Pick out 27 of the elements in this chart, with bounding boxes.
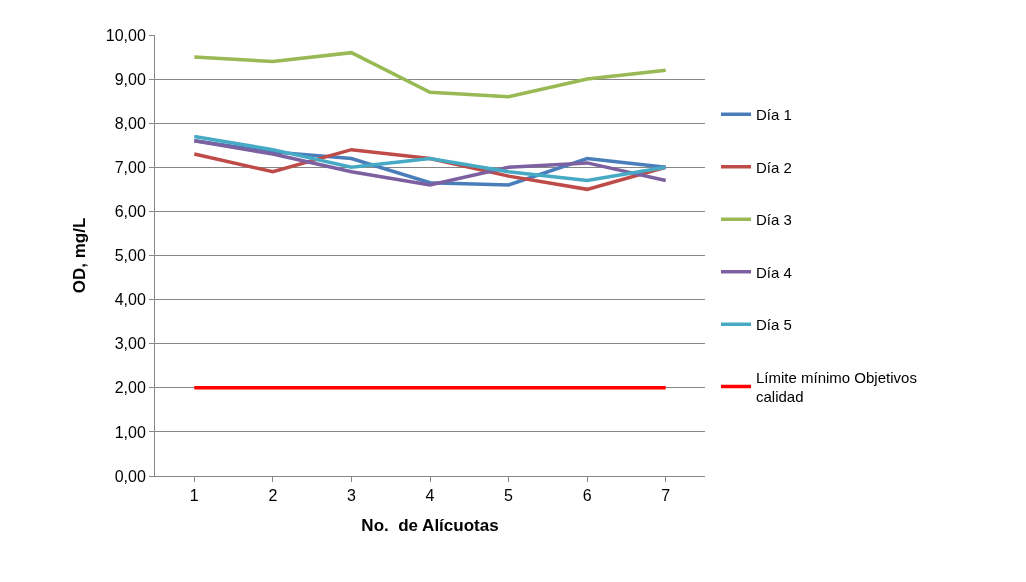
legend-label: Día 5 [756,316,792,334]
y-tick-label: 9,00 [114,70,146,88]
legend-label: Límite mínimo Objetivos calidad [756,368,917,406]
x-tick-label: 2 [268,487,278,505]
legend-label: Día 3 [756,211,792,229]
line-series [192,50,668,99]
x-tick-label: 3 [346,487,356,505]
y-tick-label: 3,00 [114,335,146,353]
y-tick-label: 0,00 [114,467,146,485]
x-tick-label: 5 [504,487,514,505]
y-tick-label: 1,00 [114,423,146,441]
y-tick-label: 6,00 [114,203,146,220]
x-tick-label: 4 [425,487,435,505]
y-tick-label: 4,00 [114,291,146,309]
y-tick-label: 8,00 [114,114,146,132]
x-tick-label: 7 [661,487,671,505]
legend-label: Día 2 [756,158,792,176]
y-tick-label: 7,00 [114,158,146,176]
legend-label: Día 4 [756,263,792,281]
x-tick-label: 6 [582,487,592,505]
y-tick-label: 10,00 [105,26,146,44]
y-tick-label: 2,00 [114,379,146,397]
legend-label: Día 1 [756,106,792,124]
x-axis-title: No. de Alícuotas [361,515,499,535]
y-tick-label: 5,00 [114,247,146,265]
y-axis-title: OD, mg/L [70,217,90,294]
x-tick-label: 1 [189,487,199,505]
